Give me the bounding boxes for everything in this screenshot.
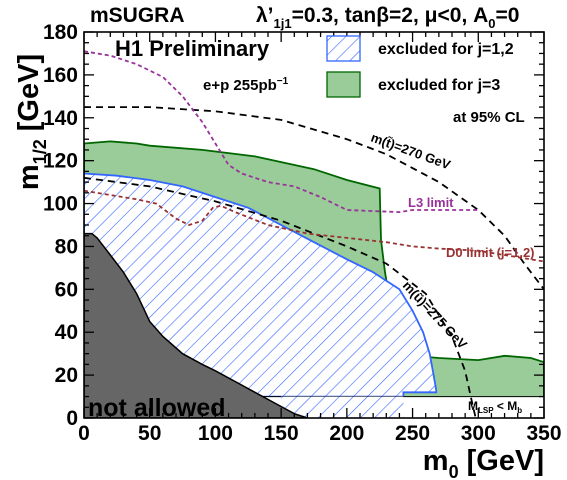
y-tick-label: 60 xyxy=(55,278,78,301)
y-tick-label: 120 xyxy=(43,150,78,173)
y-axis: 0 20 40 60 80 100 120 140 160 180 xyxy=(43,21,544,430)
legend-label-j12: excluded for j=1,2 xyxy=(378,41,514,58)
model-parameters: λ’1j1=0.3, tanβ=2, μ<0, A0=0 xyxy=(256,4,519,31)
x-tick-label: 50 xyxy=(138,422,161,445)
y-tick-label: 20 xyxy=(55,364,78,387)
lsp-symbol: M xyxy=(468,399,478,413)
x-tick-label: 150 xyxy=(264,422,299,445)
x-axis: 0 50 100 150 200 250 300 350 xyxy=(78,32,562,445)
x-axis-title: m0 [GeV] xyxy=(423,445,544,480)
lsp-subscript-b: b xyxy=(517,406,522,415)
coupling-symbol: λ’ xyxy=(256,4,274,27)
legend: excluded for j=1,2 excluded for j=3 xyxy=(326,35,514,98)
y-tick-label: 160 xyxy=(43,64,78,87)
y-tick-label: 80 xyxy=(55,235,78,258)
a0-value: =0 xyxy=(496,4,520,27)
legend-label-j3: excluded for j=3 xyxy=(378,77,500,94)
parameter-values: =0.3, tanβ=2, μ<0, A xyxy=(292,4,489,27)
legend-swatch-fill xyxy=(326,71,361,98)
lsp-relation: < M xyxy=(494,399,518,413)
x-tick-label: 100 xyxy=(198,422,233,445)
d0-limit-curve xyxy=(84,189,544,263)
l3-limit-curve xyxy=(84,50,479,214)
limit-curves xyxy=(84,50,544,418)
l3-limit-label: L3 limit xyxy=(408,195,454,210)
y-tick-label: 40 xyxy=(55,321,78,344)
exclusion-regions xyxy=(84,140,544,418)
y-tick-label: 180 xyxy=(43,21,78,44)
y-tick-label: 140 xyxy=(43,107,78,130)
squark-mass-curve xyxy=(84,176,477,418)
luminosity-value: e+p 255pb xyxy=(203,77,277,94)
coupling-index: 1j1 xyxy=(274,16,292,31)
model-label: mSUGRA xyxy=(90,4,185,27)
not-allowed-label: not allowed xyxy=(88,394,226,422)
luminosity-label: e+p 255pb−1 xyxy=(203,76,289,94)
luminosity-exponent: −1 xyxy=(277,76,289,87)
excluded-j12-region xyxy=(84,172,438,398)
a0-index: 0 xyxy=(488,16,495,31)
y-tick-label: 100 xyxy=(43,193,78,216)
lsp-subscript: LSP xyxy=(478,406,494,415)
y-tick-label: 0 xyxy=(66,407,78,430)
x-tick-label: 0 xyxy=(78,422,90,445)
x-tick-label: 350 xyxy=(526,422,561,445)
lsp-band-hatch xyxy=(281,396,404,418)
preliminary-label: H1 Preliminary xyxy=(115,36,270,61)
legend-swatch-hatch xyxy=(326,35,361,62)
lsp-mass-label: MLSP < Mb xyxy=(468,399,522,415)
d0-limit-label: D0 limit (j=1,2) xyxy=(446,245,535,260)
stop-mass-label: m(t̃)=270 GeV xyxy=(369,130,453,173)
x-tick-label: 200 xyxy=(329,422,364,445)
y-axis-title: m1/2 [GeV] xyxy=(13,54,50,190)
confidence-label: at 95% CL xyxy=(453,109,525,126)
x-tick-label: 300 xyxy=(461,422,496,445)
x-tick-label: 250 xyxy=(395,422,430,445)
